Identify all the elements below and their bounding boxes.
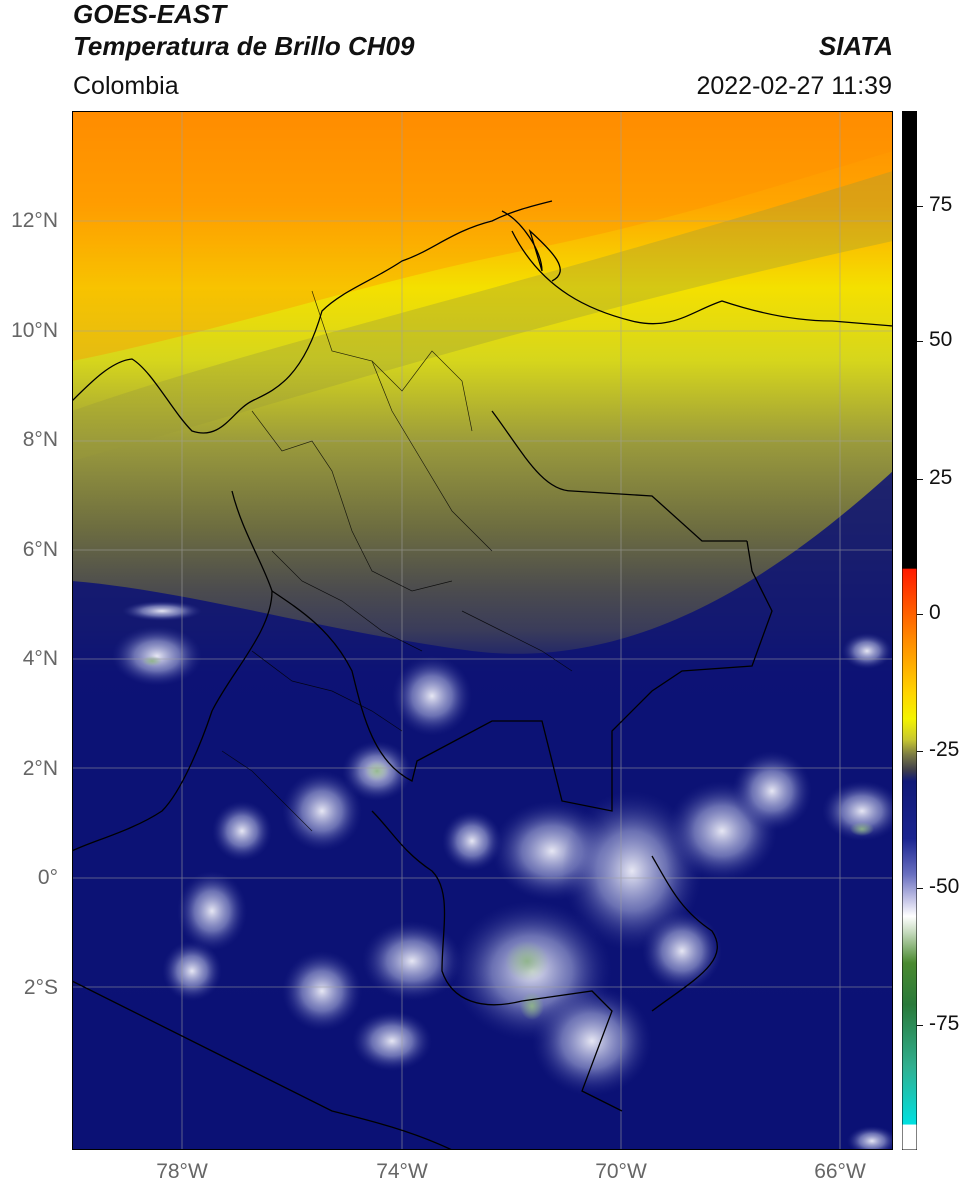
cbar-tick-neg25: -25: [929, 738, 960, 761]
lon-label-70w: 70°W: [595, 1160, 647, 1183]
lat-label-10n: 10°N: [11, 319, 58, 342]
cloud-cells: [112, 601, 893, 1150]
map-canvas: [72, 111, 893, 1150]
cbar-tick-mark: [917, 341, 923, 342]
cbar-tick-75: 75: [929, 193, 953, 216]
lon-label-66w: 66°W: [814, 1160, 866, 1183]
title-product: Temperatura de Brillo CH09: [73, 31, 415, 61]
cbar-tick-mark: [917, 1025, 923, 1026]
lat-label-8n: 8°N: [22, 428, 58, 451]
lat-label-2n: 2°N: [22, 757, 58, 780]
coldest-tops: [142, 656, 874, 1020]
lon-label-78w: 78°W: [156, 1160, 208, 1183]
brand-label: SIATA: [818, 31, 893, 61]
title-satellite: GOES-EAST: [73, 0, 227, 29]
cbar-tick-50: 50: [929, 328, 953, 351]
lon-label-74w: 74°W: [376, 1160, 428, 1183]
cbar-tick-neg50: -50: [929, 875, 960, 898]
cbar-tick-mark: [917, 888, 923, 889]
lat-label-4n: 4°N: [22, 647, 58, 670]
lat-label-12n: 12°N: [11, 209, 58, 232]
cbar-tick-25: 25: [929, 466, 953, 489]
cbar-tick-neg75: -75: [929, 1012, 960, 1035]
lat-label-6n: 6°N: [22, 538, 58, 561]
cbar-tick-0: 0: [929, 601, 941, 624]
timestamp-label: 2022-02-27 11:39: [696, 72, 892, 100]
cbar-tick-mark: [917, 751, 923, 752]
lat-label-0: 0°: [37, 866, 58, 889]
lat-label-2s: 2°S: [23, 976, 58, 999]
satellite-map[interactable]: [72, 111, 893, 1150]
department-borders: [221, 290, 573, 832]
colorbar: [902, 111, 917, 1150]
graticule: [72, 111, 893, 1150]
cbar-tick-mark: [917, 479, 923, 480]
region-label: Colombia: [73, 72, 179, 100]
cbar-tick-mark: [917, 614, 923, 615]
cbar-tick-mark: [917, 206, 923, 207]
country-borders: [72, 200, 893, 1150]
